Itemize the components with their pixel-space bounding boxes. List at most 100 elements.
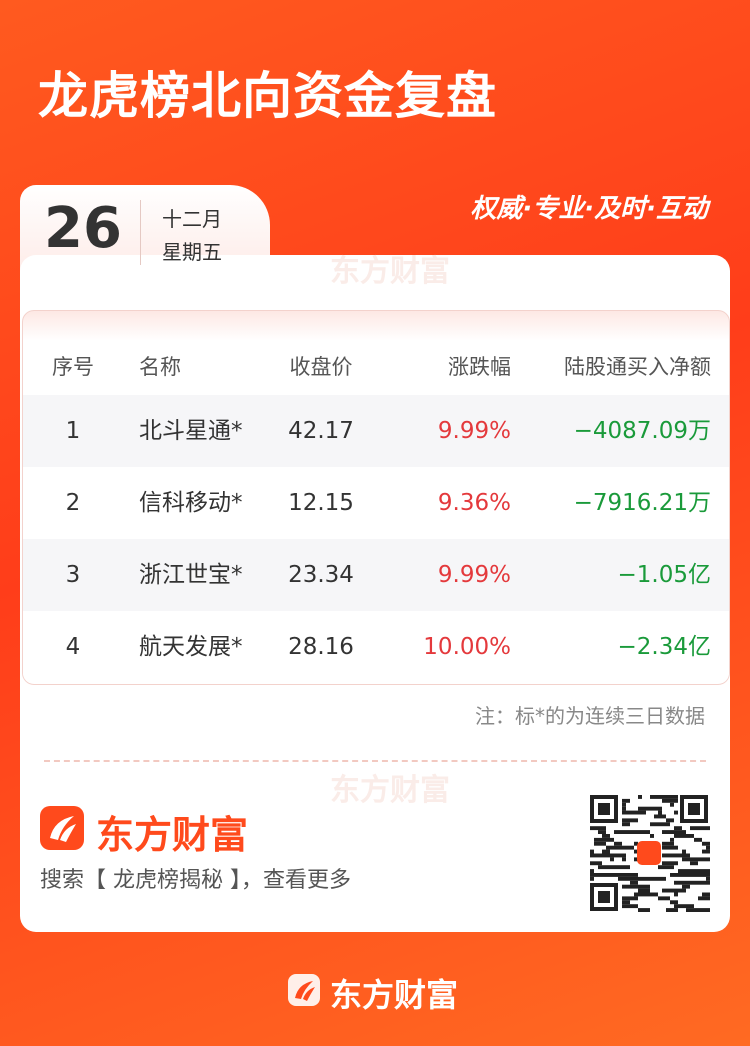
qr-module	[698, 826, 702, 831]
qr-module	[638, 876, 642, 881]
qr-module	[702, 908, 706, 912]
qr-module	[698, 908, 702, 912]
qr-module	[662, 888, 666, 893]
qr-module	[590, 873, 594, 877]
qr-module	[638, 795, 642, 799]
qr-module	[626, 845, 630, 850]
qr-module	[678, 826, 682, 831]
qr-module	[638, 830, 642, 834]
qr-module	[598, 837, 602, 842]
qr-module	[674, 861, 678, 866]
qr-module	[618, 845, 622, 850]
qr-module	[706, 880, 710, 885]
table-cell: 12.15	[288, 490, 354, 516]
qr-module	[698, 857, 702, 862]
qr-module	[618, 873, 622, 877]
qr-module	[610, 837, 614, 842]
qr-module	[658, 876, 662, 881]
qr-module	[590, 853, 594, 858]
qr-module	[674, 845, 678, 850]
qr-module	[702, 873, 706, 877]
table-cell: 1	[65, 418, 81, 444]
table-cell: −2.34亿	[617, 634, 711, 660]
qr-module	[610, 857, 614, 862]
qr-module	[666, 888, 670, 893]
qr-module	[626, 798, 630, 803]
qr-module	[658, 822, 662, 827]
title: 龙虎榜北向资金复盘	[38, 67, 497, 125]
qr-module	[598, 873, 602, 877]
qr-module	[622, 845, 626, 850]
qr-module	[682, 830, 686, 834]
qr-module	[698, 873, 702, 877]
column-header: 陆股通买入净额	[564, 355, 711, 379]
qr-module	[646, 908, 650, 912]
qr-module	[678, 880, 682, 885]
qr-module	[686, 884, 690, 889]
qr-module	[610, 873, 614, 877]
qr-module	[694, 880, 698, 885]
qr-module	[670, 830, 674, 834]
qr-module	[622, 904, 626, 909]
qr-module	[634, 884, 638, 889]
qr-module	[698, 896, 702, 901]
qr-module	[630, 830, 634, 834]
qr-module	[690, 861, 694, 866]
brand-name: 东方财富	[96, 813, 249, 857]
qr-module	[650, 834, 654, 838]
qr-module	[622, 798, 626, 803]
qr-module	[666, 795, 670, 799]
qr-module	[622, 806, 626, 811]
qr-module	[698, 837, 702, 842]
qr-module	[674, 853, 678, 858]
qr-module	[634, 896, 638, 901]
qr-module	[650, 892, 654, 897]
month: 十二月	[162, 207, 222, 231]
qr-module	[702, 826, 706, 831]
qr-module	[682, 884, 686, 889]
qr-module	[674, 810, 678, 815]
qr-module	[650, 795, 654, 799]
qr-module	[622, 822, 626, 827]
qr-module	[702, 841, 706, 846]
qr-module	[694, 873, 698, 877]
table-cell: 9.99%	[437, 418, 511, 444]
qr-module	[694, 857, 698, 862]
qr-module	[682, 834, 686, 838]
qr-module	[634, 818, 638, 823]
qr-module	[662, 822, 666, 827]
table-cell: 4	[65, 634, 81, 660]
qr-module	[690, 908, 694, 912]
qr-module	[634, 904, 638, 909]
separator	[44, 760, 706, 762]
qr-module	[674, 900, 678, 905]
qr-module	[658, 865, 662, 870]
qr-module	[590, 826, 594, 831]
qr-module	[690, 857, 694, 862]
qr-module	[634, 857, 638, 862]
qr-module	[634, 873, 638, 877]
qr-module	[666, 822, 670, 827]
qr-module	[698, 880, 702, 885]
qr-module	[658, 896, 662, 901]
qr-module	[638, 908, 642, 912]
qr-module	[702, 892, 706, 897]
qr-module	[682, 873, 686, 877]
qr-module	[630, 810, 634, 815]
qr-module	[606, 837, 610, 842]
qr-module	[622, 802, 626, 807]
qr-module	[594, 853, 598, 858]
qr-module	[642, 888, 646, 893]
qr-module	[610, 853, 614, 858]
qr-module	[686, 869, 690, 873]
qr-module	[694, 826, 698, 831]
qr-module	[686, 834, 690, 838]
qr-module	[706, 873, 710, 877]
qr-module	[690, 904, 694, 909]
qr-module	[706, 896, 710, 901]
qr-module	[606, 849, 610, 854]
qr-module	[706, 869, 710, 873]
qr-module	[662, 841, 666, 846]
qr-module	[642, 892, 646, 897]
